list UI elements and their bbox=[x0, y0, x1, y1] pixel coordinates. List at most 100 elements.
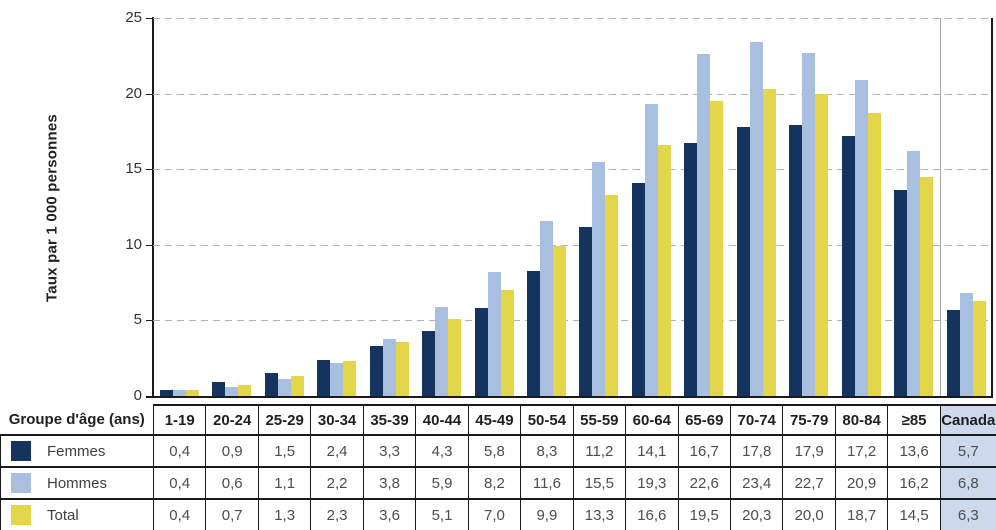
bar-total-55-59 bbox=[605, 194, 619, 396]
bar-femmes-55-59 bbox=[579, 226, 593, 396]
value-cell: 22,7 bbox=[782, 466, 836, 500]
value-cell: 7,0 bbox=[467, 498, 522, 530]
age-column-header-50-54: 50-54 bbox=[520, 404, 574, 436]
value-cell: 16,7 bbox=[677, 434, 731, 468]
bar-total-30-34 bbox=[343, 361, 357, 396]
age-column-header-75-79: 75-79 bbox=[782, 404, 836, 436]
bar-femmes-25-29 bbox=[264, 373, 278, 396]
bar-femmes-45-49 bbox=[474, 308, 488, 396]
value-cell: 3,6 bbox=[362, 498, 417, 530]
value-cell: 5,9 bbox=[415, 466, 469, 500]
value-cell: 18,7 bbox=[834, 498, 889, 530]
bar-hommes-65-69 bbox=[697, 54, 711, 396]
value-cell: 13,6 bbox=[887, 434, 941, 468]
bar-femmes-65-69 bbox=[684, 143, 698, 396]
gridline-y-10 bbox=[153, 244, 993, 246]
y-tick-mark bbox=[146, 244, 153, 246]
y-tick-label-5: 5 bbox=[133, 311, 142, 329]
legend-cell-total: Total bbox=[0, 498, 154, 530]
value-cell: 6,3 bbox=[939, 498, 996, 530]
bar-hommes-50-54 bbox=[540, 220, 553, 396]
value-cell: 3,8 bbox=[362, 466, 417, 500]
age-group-header-label: Groupe d'âge (ans) bbox=[0, 405, 154, 435]
age-column-header-55-59: 55-59 bbox=[572, 404, 627, 436]
bar-femmes-1-19 bbox=[159, 389, 173, 396]
value-cell: 20,0 bbox=[782, 498, 836, 530]
bar-total-35-39 bbox=[395, 341, 409, 396]
value-cell: 5,7 bbox=[939, 434, 996, 468]
value-cell: 15,5 bbox=[572, 466, 627, 500]
value-cell: 8,3 bbox=[520, 434, 574, 468]
legend-label: Femmes bbox=[47, 442, 106, 460]
value-cell: 9,9 bbox=[520, 498, 574, 530]
bar-total-40-44 bbox=[448, 318, 462, 396]
bar-total-65-69 bbox=[710, 101, 724, 396]
age-column-header-60-64: 60-64 bbox=[625, 404, 679, 436]
age-column-header-≥85: ≥85 bbox=[887, 404, 941, 436]
bar-hommes-≥85 bbox=[907, 151, 921, 396]
value-cell: 1,1 bbox=[257, 466, 312, 500]
bar-total-70-74 bbox=[762, 89, 776, 396]
bar-femmes-50-54 bbox=[527, 270, 540, 396]
value-cell: 11,2 bbox=[572, 434, 627, 468]
value-cell: 14,1 bbox=[625, 434, 679, 468]
plot-right-border bbox=[991, 18, 993, 396]
value-cell: 1,3 bbox=[257, 498, 312, 530]
age-column-header-45-49: 45-49 bbox=[467, 404, 522, 436]
value-cell: 0,9 bbox=[205, 434, 259, 468]
bar-total-1-19 bbox=[185, 389, 199, 396]
value-cell: 19,5 bbox=[677, 498, 731, 530]
age-column-header-25-29: 25-29 bbox=[257, 404, 312, 436]
value-cell: 0,4 bbox=[152, 434, 207, 468]
value-cell: 3,3 bbox=[362, 434, 417, 468]
data-table-wrap: Groupe d'âge (ans) 1-19 20-24 25-29 30-34 35… bbox=[0, 404, 996, 530]
age-column-header-65-69: 65-69 bbox=[677, 404, 731, 436]
age-column-header-20-24: 20-24 bbox=[205, 404, 259, 436]
y-tick-mark bbox=[146, 169, 153, 171]
data-table: Groupe d'âge (ans) 1-19 20-24 25-29 30-34 35… bbox=[0, 404, 996, 530]
age-column-header-35-39: 35-39 bbox=[362, 404, 417, 436]
x-axis-line bbox=[146, 396, 993, 398]
bar-femmes-40-44 bbox=[422, 330, 436, 396]
bar-total-60-64 bbox=[657, 145, 671, 396]
legend-swatch-total bbox=[11, 505, 31, 525]
value-cell: 19,3 bbox=[625, 466, 679, 500]
table-row-femmes: Femmes 0,4 0,9 1,5 2,4 3,3 4,3 5,8 8,3 11,2 14,1 16… bbox=[0, 434, 996, 468]
gridline-y-25 bbox=[153, 18, 993, 19]
legend-cell-hommes: Hommes bbox=[0, 466, 154, 500]
canada-separator-line bbox=[940, 18, 941, 396]
age-column-header-70-74: 70-74 bbox=[729, 404, 784, 436]
bar-femmes-20-24 bbox=[212, 382, 226, 396]
value-cell: 0,7 bbox=[205, 498, 259, 530]
bar-hommes-60-64 bbox=[644, 104, 658, 396]
bar-hommes-55-59 bbox=[592, 161, 606, 396]
y-tick-label-15: 15 bbox=[125, 160, 142, 178]
legend-label: Total bbox=[47, 506, 79, 524]
age-column-header-30-34: 30-34 bbox=[310, 404, 364, 436]
bar-femmes-≥85 bbox=[894, 190, 908, 396]
legend-swatch-hommes bbox=[11, 473, 31, 493]
bar-femmes-Canada bbox=[947, 309, 960, 396]
legend-swatch-femmes bbox=[11, 441, 31, 461]
bar-femmes-35-39 bbox=[369, 346, 383, 396]
bar-hommes-80-84 bbox=[854, 79, 868, 396]
bar-femmes-60-64 bbox=[631, 182, 645, 396]
value-cell: 0,4 bbox=[152, 466, 207, 500]
y-axis-line bbox=[152, 17, 154, 398]
bar-hommes-25-29 bbox=[277, 379, 291, 396]
age-column-header-40-44: 40-44 bbox=[415, 404, 469, 436]
value-cell: 0,6 bbox=[205, 466, 259, 500]
value-cell: 16,6 bbox=[625, 498, 679, 530]
gridline-y-5 bbox=[153, 320, 993, 322]
bar-hommes-20-24 bbox=[225, 386, 239, 396]
value-cell: 17,9 bbox=[782, 434, 836, 468]
legend-label: Hommes bbox=[47, 474, 108, 492]
value-cell: 4,3 bbox=[415, 434, 469, 468]
bar-femmes-80-84 bbox=[841, 135, 855, 396]
age-column-header-1-19: 1-19 bbox=[152, 404, 207, 436]
value-cell: 1,5 bbox=[257, 434, 312, 468]
table-row-hommes: Hommes 0,4 0,6 1,1 2,2 3,8 5,9 8,2 11,6 15,5 19,3 2… bbox=[0, 466, 996, 500]
gridline-y-15 bbox=[153, 169, 993, 171]
y-tick-mark bbox=[146, 93, 153, 95]
